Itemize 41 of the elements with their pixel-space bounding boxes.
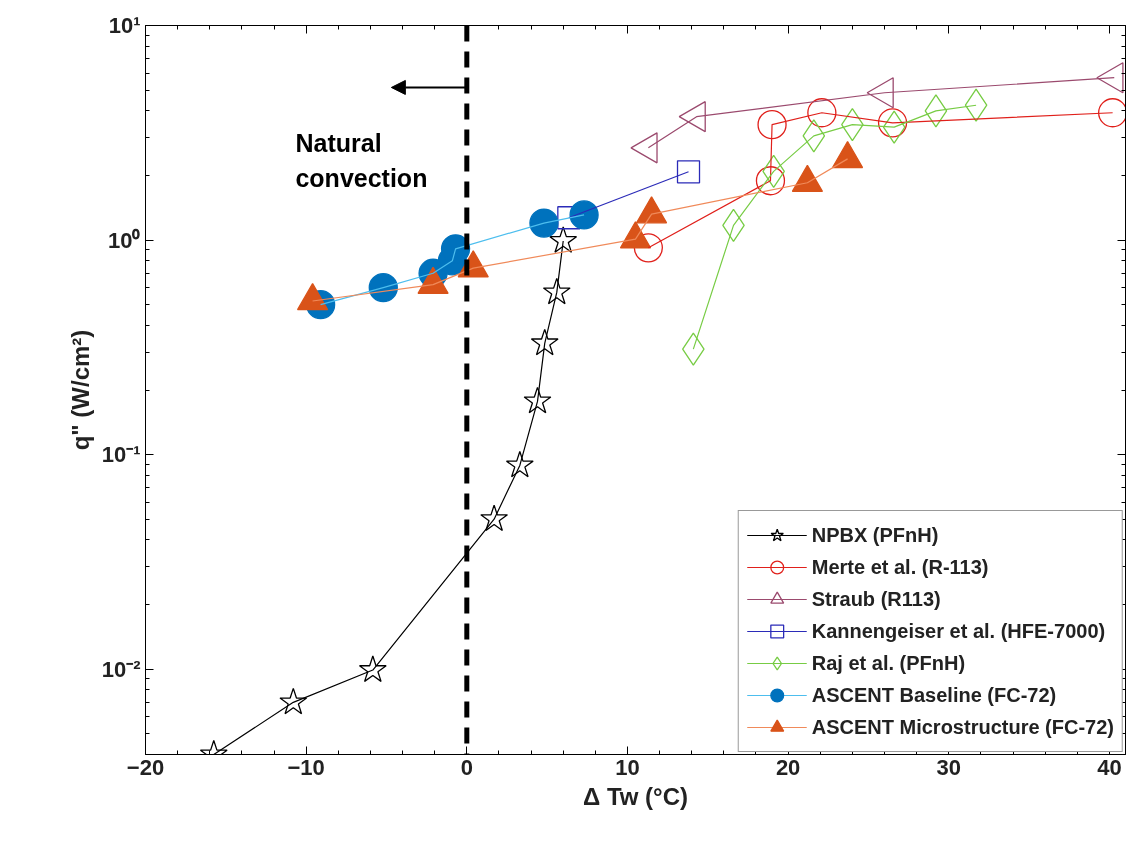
point xyxy=(358,655,387,683)
legend-label: Raj et al. (PFnH) xyxy=(811,651,966,675)
x-tick-label: 0 xyxy=(460,754,473,780)
point xyxy=(480,504,509,532)
legend-label: Merte et al. (R-113) xyxy=(811,555,989,579)
point xyxy=(676,160,701,184)
point xyxy=(807,98,837,128)
x-tick-label: 30 xyxy=(936,754,962,780)
point xyxy=(757,110,787,140)
point xyxy=(279,687,308,715)
point xyxy=(530,328,559,356)
legend-label: Straub (R113) xyxy=(811,587,941,611)
point xyxy=(877,108,908,138)
x-tick-label: −20 xyxy=(126,754,165,780)
x-tick-label: 40 xyxy=(1097,754,1122,780)
annotation: Natural convection xyxy=(295,128,428,192)
legend-label: NPBX (PFnH) xyxy=(811,523,939,547)
x-tick-label: 10 xyxy=(615,754,640,780)
point xyxy=(882,110,906,144)
point xyxy=(505,450,534,478)
y-tick-label: 10¹ xyxy=(108,13,141,38)
y-axis-title: q" (W/cm²) xyxy=(66,329,94,451)
point xyxy=(549,226,578,253)
y-tick-label: 10⁻² xyxy=(101,656,141,682)
legend-label: Kannengeiser et al. (HFE-7000) xyxy=(811,619,1106,643)
point xyxy=(569,200,599,230)
point xyxy=(802,119,826,153)
x-axis-title: Δ Tw (°C) xyxy=(582,782,689,810)
point xyxy=(755,166,786,196)
y-tick-label: 10⁻¹ xyxy=(101,442,141,468)
point xyxy=(523,386,552,414)
x-tick-label: 20 xyxy=(775,754,801,780)
point xyxy=(964,88,988,122)
legend-label: ASCENT Baseline (FC-72) xyxy=(811,683,1057,707)
x-tick-label: −10 xyxy=(287,754,325,780)
point xyxy=(529,208,559,238)
point xyxy=(542,277,571,305)
legend-label: ASCENT Microstructure (FC-72) xyxy=(811,715,1114,739)
point xyxy=(924,94,948,128)
y-tick-label: 10⁰ xyxy=(108,227,141,253)
point xyxy=(1098,98,1126,128)
